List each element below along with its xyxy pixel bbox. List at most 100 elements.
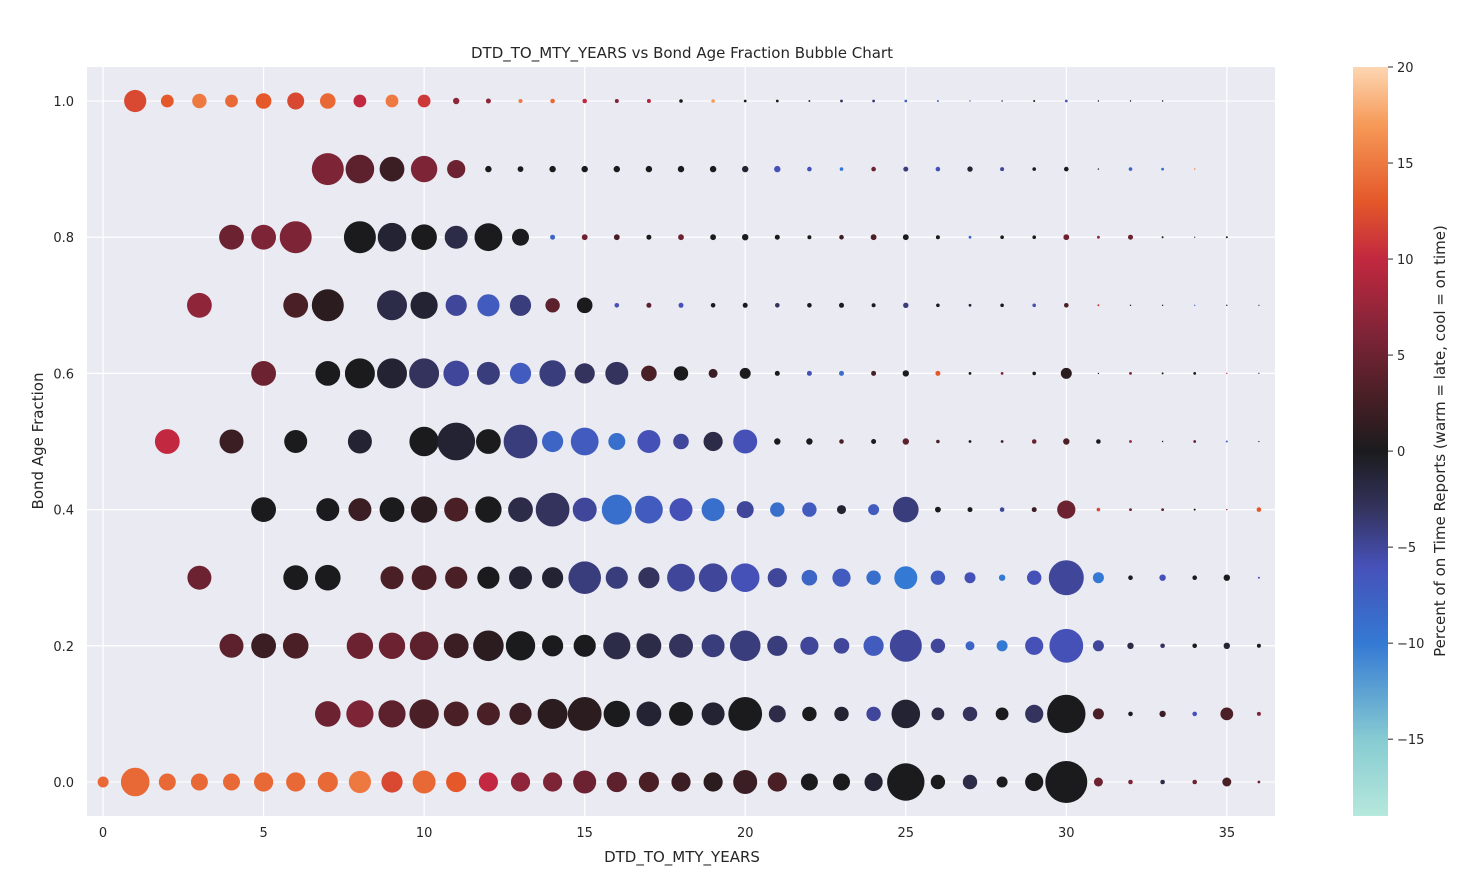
bubble	[1160, 643, 1165, 649]
bubble	[930, 570, 946, 585]
bubble	[517, 166, 524, 173]
bubble	[1033, 100, 1036, 102]
bubble	[476, 429, 501, 454]
bubble	[606, 771, 627, 793]
bubble	[1063, 234, 1070, 241]
bubble	[320, 93, 336, 109]
bubble	[1192, 575, 1197, 580]
bubble	[1258, 304, 1260, 306]
bubble	[774, 438, 781, 445]
bubble	[550, 234, 556, 240]
bubble	[380, 566, 404, 590]
bubble	[637, 430, 661, 453]
bubble	[902, 438, 909, 445]
bubble	[935, 506, 941, 513]
bubble	[474, 223, 503, 252]
bubble	[316, 498, 340, 522]
bubble	[891, 699, 921, 729]
bubble	[581, 234, 588, 241]
bubble	[638, 771, 660, 793]
bubble	[1193, 440, 1197, 443]
bubble	[1159, 574, 1166, 581]
colorbar-tick-label: 0	[1397, 445, 1405, 460]
bubble	[347, 429, 372, 454]
x-tick-label: 35	[1219, 826, 1236, 841]
bubble	[1128, 711, 1133, 717]
bubble	[1092, 708, 1104, 720]
bubble	[1032, 303, 1036, 308]
bubble	[1000, 303, 1004, 308]
bubble	[345, 154, 375, 184]
bubble	[509, 702, 532, 726]
bubble	[701, 702, 725, 726]
bubble	[601, 494, 632, 525]
bubble	[154, 429, 180, 454]
bubble	[1256, 711, 1261, 716]
bubble	[872, 99, 875, 103]
bubble	[1129, 508, 1132, 511]
bubble	[742, 302, 748, 308]
bubble	[967, 507, 973, 513]
bubble	[537, 698, 568, 729]
bubble	[710, 303, 716, 308]
bubble	[282, 633, 309, 659]
bubble	[967, 166, 973, 172]
bubble	[930, 774, 946, 790]
bubble	[1048, 560, 1084, 596]
bubble	[774, 165, 781, 173]
bubble	[962, 774, 978, 790]
bubble	[1000, 167, 1005, 172]
bubble	[1001, 100, 1003, 102]
bubble	[251, 361, 276, 386]
bubble	[833, 638, 850, 654]
bubble	[284, 430, 308, 453]
bubble	[409, 699, 439, 729]
bubble	[673, 433, 689, 450]
bubble	[315, 361, 341, 386]
bubble	[353, 94, 367, 108]
bubble	[678, 302, 684, 308]
bubble	[1129, 100, 1132, 102]
chart-title: DTD_TO_MTY_YEARS vs Bond Age Fraction Bu…	[471, 44, 893, 63]
x-tick-label: 10	[416, 826, 433, 841]
bubble	[996, 640, 1008, 652]
bubble	[543, 772, 563, 792]
bubbles-layer	[97, 89, 1262, 803]
bubble	[412, 770, 436, 794]
bubble	[379, 156, 405, 182]
bubble	[409, 358, 440, 389]
bubble	[568, 561, 601, 594]
bubble	[1223, 574, 1231, 581]
bubble	[739, 367, 751, 379]
bubble	[518, 99, 523, 103]
bubble	[443, 633, 469, 659]
bubble	[1025, 636, 1044, 655]
bubble	[535, 492, 570, 527]
bubble	[807, 303, 812, 308]
bubble	[1097, 372, 1100, 375]
bubble	[965, 641, 975, 651]
bubble	[671, 772, 691, 792]
bubble	[377, 290, 407, 321]
bubble	[904, 99, 908, 103]
bubble	[802, 706, 817, 722]
bubble	[866, 706, 881, 722]
bubble	[485, 98, 491, 104]
bubble	[1161, 508, 1164, 511]
colorbar-tick-label: 20	[1397, 61, 1414, 76]
bubble	[317, 771, 338, 793]
bubble	[1063, 438, 1070, 445]
bubble	[287, 92, 305, 110]
bubble	[381, 771, 403, 793]
bubble	[1194, 168, 1196, 170]
bubble	[605, 361, 629, 385]
bubble	[385, 94, 399, 108]
bubble	[710, 234, 716, 241]
bubble	[1097, 235, 1100, 239]
bubble	[409, 631, 439, 661]
bubble	[348, 498, 372, 522]
bubble	[1000, 372, 1004, 375]
bubble	[871, 370, 877, 376]
bubble	[192, 93, 207, 109]
bubble	[410, 291, 438, 319]
